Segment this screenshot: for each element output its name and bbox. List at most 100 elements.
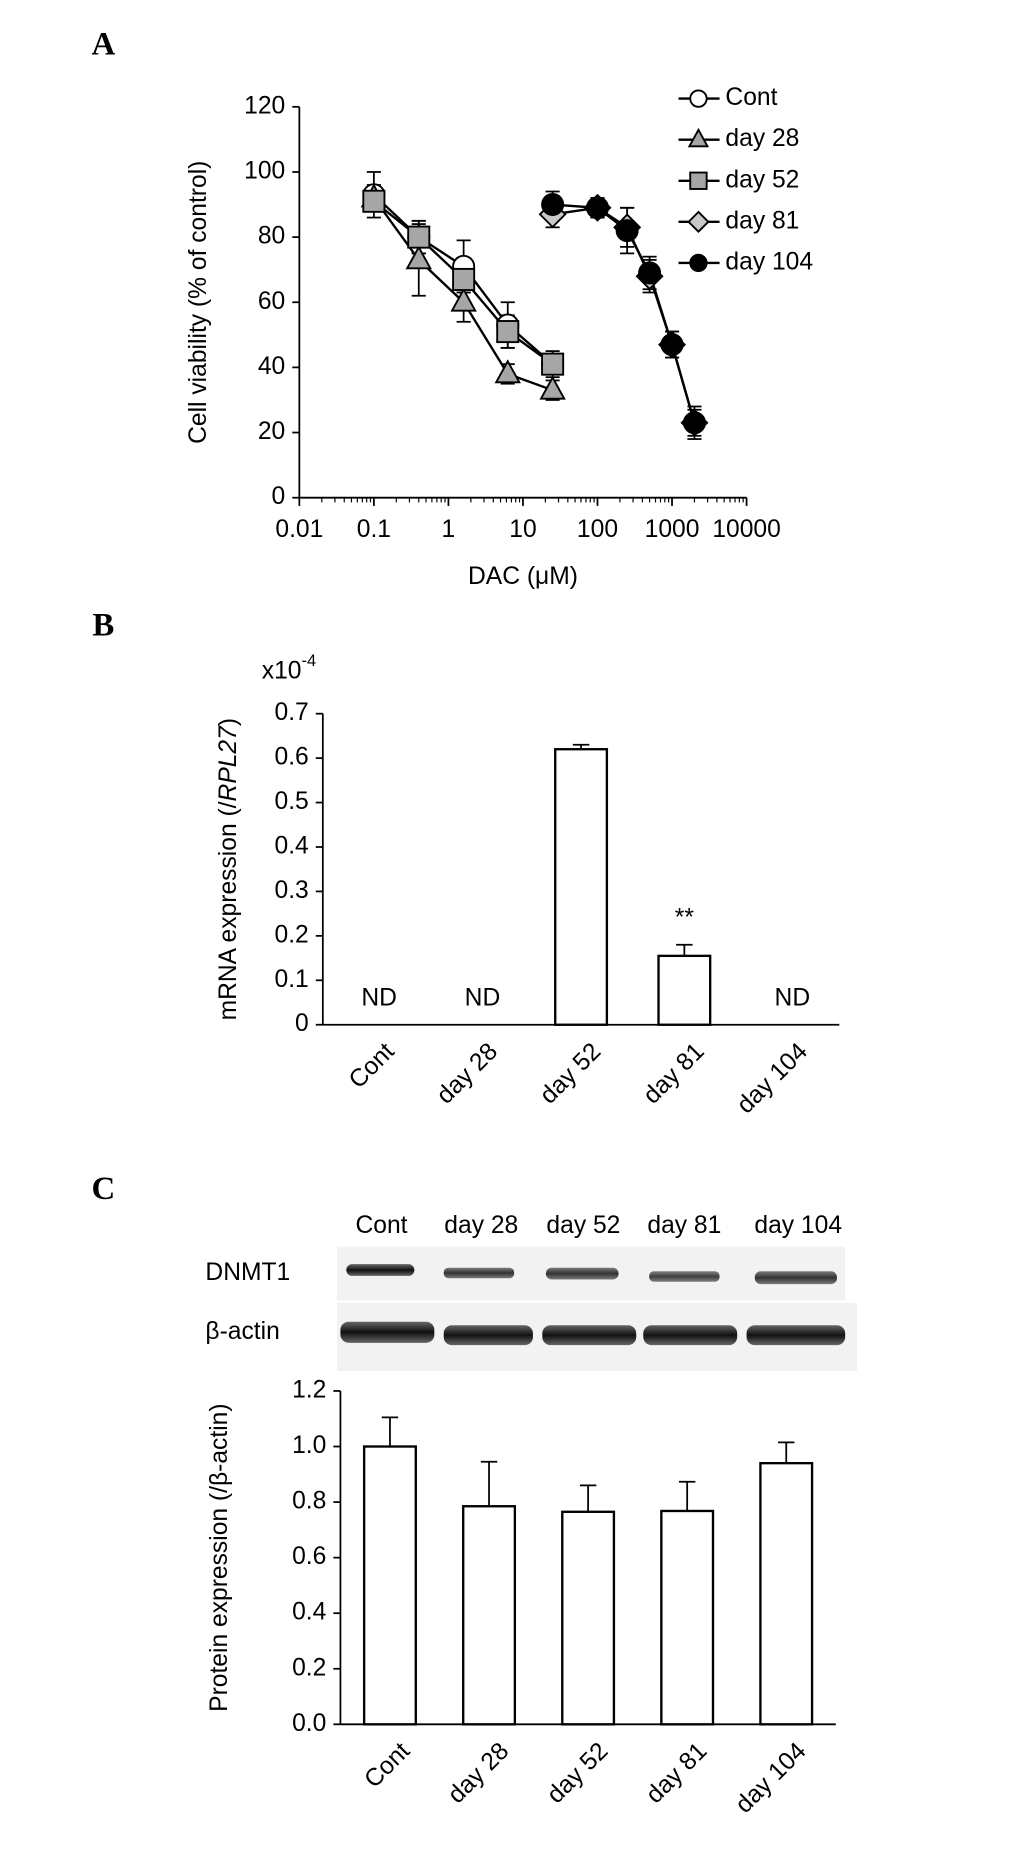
marker: [615, 219, 639, 243]
x-tick-label: 10000: [712, 516, 780, 543]
axis-scale-exp: -4: [301, 652, 316, 670]
y-axis-label-part: RPL27: [214, 725, 241, 802]
lane-label: day 104: [754, 1212, 842, 1239]
value-label: ND: [465, 984, 501, 1011]
x-tick-label: day 52: [535, 1038, 606, 1109]
y-axis-label-part: ): [214, 718, 241, 726]
x-tick-label: day 104: [730, 1738, 811, 1819]
axis-scale: x10-4: [262, 652, 316, 684]
marker: [452, 267, 476, 291]
blot: [336, 1246, 857, 1372]
x-tick-label: 1000: [645, 516, 700, 543]
bar: [759, 1462, 814, 1726]
marker: [407, 225, 431, 249]
bar: [362, 1445, 417, 1726]
x-tick-label: day 28: [432, 1038, 503, 1109]
lane-label: day 52: [546, 1212, 620, 1239]
bar: [660, 1509, 715, 1726]
panel-label: A: [91, 26, 115, 62]
y-tick-label: 100: [244, 157, 285, 184]
y-tick-label: 80: [258, 223, 285, 250]
blot-band: [649, 1271, 720, 1282]
y-tick-label: 0.0: [292, 1710, 326, 1737]
x-tick-label: 10: [509, 516, 536, 543]
marker: [687, 127, 710, 148]
x-tick-label: 0.1: [357, 516, 391, 543]
y-tick-label: 0: [295, 1010, 309, 1037]
blot-row-label: DNMT1: [205, 1259, 290, 1286]
legend-label: day 28: [725, 125, 799, 152]
legend-label: Cont: [725, 84, 777, 111]
blot-band: [346, 1264, 415, 1276]
marker: [539, 375, 566, 400]
x-tick-label: 100: [577, 516, 618, 543]
marker: [541, 193, 565, 217]
y-axis-label: Cell viability (% of control): [185, 161, 212, 444]
y-tick-label: 0.3: [275, 877, 309, 904]
marker: [541, 352, 565, 376]
blot-band: [643, 1325, 738, 1346]
marker: [585, 196, 609, 220]
y-tick-label: 0.2: [292, 1654, 326, 1681]
marker: [405, 245, 432, 270]
x-tick-label: Cont: [359, 1737, 415, 1793]
y-tick-label: 0.5: [275, 788, 309, 815]
marker: [687, 210, 710, 234]
marker: [660, 333, 684, 357]
axis-scale-base: x10: [262, 657, 302, 684]
y-tick-label: 40: [258, 353, 285, 380]
legend-label: day 52: [725, 166, 799, 193]
marker: [450, 287, 477, 312]
y-axis-label: mRNA expression (/RPL27): [214, 718, 241, 1020]
legend-label: day 104: [725, 248, 813, 275]
marker: [638, 261, 662, 285]
x-tick-label: day 104: [732, 1038, 813, 1119]
y-tick-label: 20: [258, 418, 285, 445]
blot-band: [754, 1271, 837, 1285]
marker: [362, 189, 386, 213]
lane-label: day 28: [444, 1212, 518, 1239]
bar: [657, 954, 712, 1026]
y-tick-label: 0.8: [292, 1488, 326, 1515]
marker: [689, 171, 708, 190]
y-tick-label: 120: [244, 92, 285, 119]
y-tick-label: 0: [272, 483, 286, 510]
y-tick-label: 60: [258, 288, 285, 315]
marker: [496, 320, 520, 344]
x-tick-label: Cont: [344, 1038, 400, 1094]
x-tick-label: day 52: [542, 1738, 613, 1809]
lane-label: day 81: [647, 1212, 721, 1239]
y-tick-label: 0.4: [275, 832, 309, 859]
significance: **: [675, 904, 695, 931]
value-label: ND: [775, 984, 811, 1011]
panel-label: C: [91, 1171, 115, 1207]
marker: [689, 253, 708, 273]
bar: [462, 1505, 517, 1726]
y-tick-label: 1.0: [292, 1432, 326, 1459]
y-tick-label: 0.7: [275, 699, 309, 726]
bar: [561, 1510, 616, 1726]
value-label: ND: [361, 984, 397, 1011]
y-tick-label: 0.6: [292, 1543, 326, 1570]
y-tick-label: 0.2: [275, 921, 309, 948]
blot-band: [443, 1325, 533, 1346]
lane-label: Cont: [356, 1212, 408, 1239]
y-axis-label: Protein expression (/β-actin): [206, 1403, 233, 1711]
legend-label: day 81: [725, 207, 799, 234]
blot-band: [545, 1267, 619, 1280]
marker: [682, 411, 706, 435]
y-tick-label: 0.6: [275, 744, 309, 771]
y-tick-label: 0.4: [292, 1599, 326, 1626]
y-tick-label: 0.1: [275, 966, 309, 993]
blot-band: [443, 1267, 515, 1279]
blot-band: [746, 1325, 846, 1346]
x-axis-label: DAC (μM): [468, 563, 578, 590]
marker: [494, 359, 521, 384]
y-tick-label: 1.2: [292, 1376, 326, 1403]
x-tick-label: day 81: [638, 1038, 709, 1109]
x-tick-label: 1: [442, 516, 456, 543]
marker: [689, 89, 708, 108]
blot-band: [340, 1321, 435, 1343]
x-tick-label: 0.01: [275, 516, 323, 543]
